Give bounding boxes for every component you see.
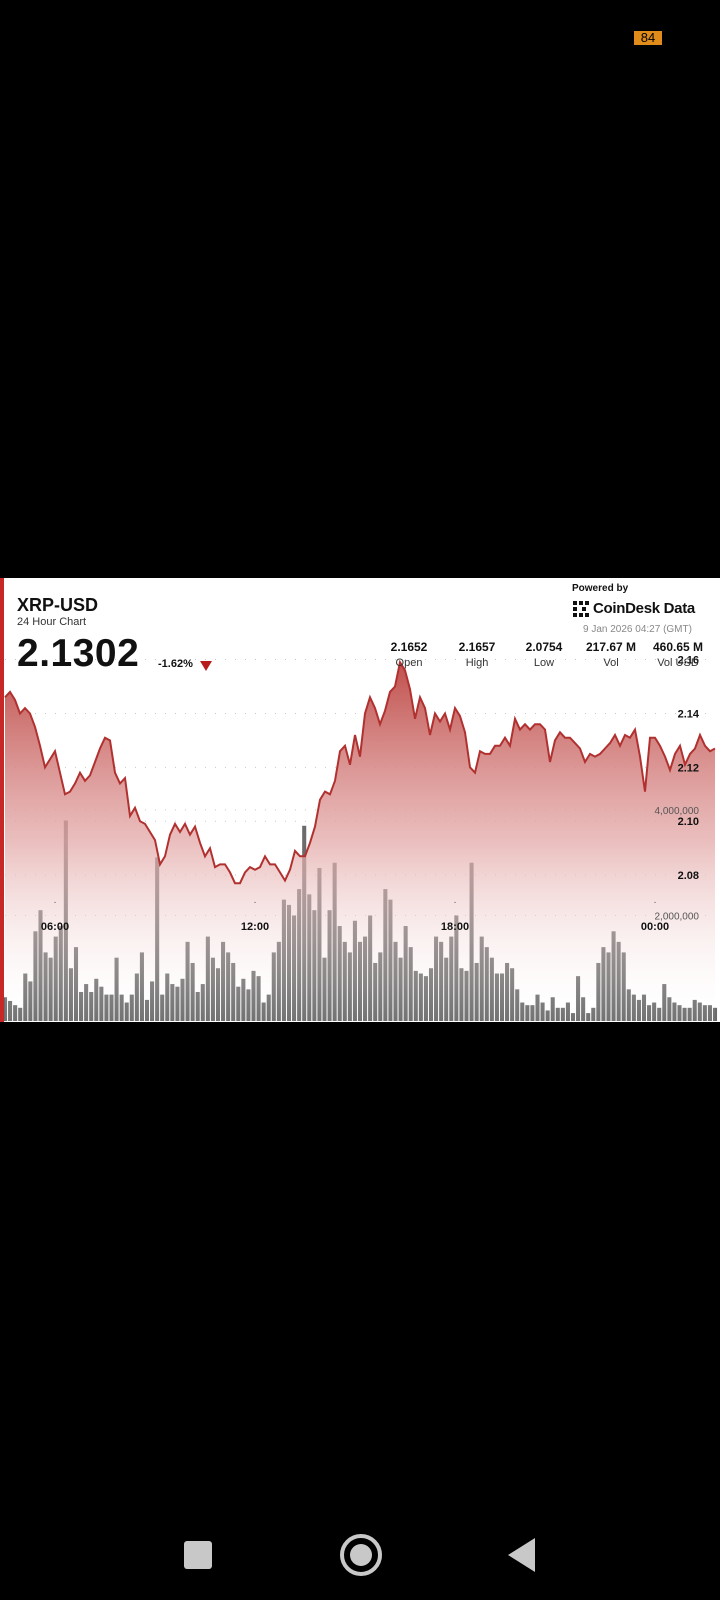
time-tick-label: 12:00 [241, 921, 269, 933]
stat-label: High [465, 657, 489, 669]
price-tick-label: 2.08 [678, 870, 699, 882]
brand-name: CoinDesk Data [593, 600, 695, 617]
time-tick-label: 00:00 [641, 921, 669, 933]
stat-label: Open [395, 657, 423, 669]
time-tick-mark: · [653, 897, 656, 908]
time-tick-label: 18:00 [441, 921, 469, 933]
price-tick-label: 2.14 [678, 708, 700, 720]
stat-label: Vol [603, 657, 619, 669]
down-arrow-icon [200, 661, 212, 671]
stat-value: 217.67 M [585, 640, 637, 654]
price-chart-card: 2.16 2.14 2.12 2.10 2.08 4,000,000 2,000,000 · 0… [0, 578, 720, 1022]
stat-high: 2.1657 High [445, 640, 509, 669]
time-tick-mark: · [253, 897, 256, 908]
pair-title: XRP-USD [17, 595, 99, 615]
accent-bar [0, 578, 4, 1022]
stat-open: 2.1652 Open [377, 640, 441, 669]
stat-low: 2.0754 Low [512, 640, 576, 669]
stat-value: 2.1657 [458, 640, 496, 654]
coindesk-logo-icon [573, 600, 589, 617]
price-change: -1.62% [158, 658, 193, 670]
price-tick-label: 2.12 [678, 762, 699, 774]
current-price: 2.1302 [17, 632, 140, 675]
price-line [4, 659, 716, 885]
chart-svg: 2.16 2.14 2.12 2.10 2.08 4,000,000 2,000,000 · 0… [2, 655, 718, 1021]
time-tick-mark: · [453, 897, 456, 908]
powered-by-label: Powered by [572, 583, 629, 594]
stat-value: 460.65 M [652, 640, 704, 654]
stat-label: Vol USD [657, 657, 699, 669]
nav-recents-button[interactable] [184, 1541, 212, 1569]
chart-subtitle: 24 Hour Chart [17, 616, 87, 628]
volume-tick-label: 2,000,000 [655, 911, 700, 922]
time-tick-label: 06:00 [41, 921, 69, 933]
stat-value: 2.0754 [525, 640, 563, 654]
volume-tick-label: 4,000,000 [655, 806, 700, 817]
price-area [5, 662, 715, 1021]
battery-badge: 84 [634, 31, 662, 45]
nav-home-button[interactable] [340, 1534, 382, 1576]
price-tick-label: 2.10 [678, 816, 699, 828]
price-tick-label: 2.16 [678, 655, 699, 667]
nav-back-button[interactable] [508, 1538, 535, 1572]
brand-logo: CoinDesk Data [573, 600, 695, 617]
stat-vol-usd: 460.65 M Vol USD [646, 640, 710, 669]
time-tick-mark: · [53, 897, 56, 908]
stat-label: Low [533, 657, 555, 669]
home-dot-icon [350, 1544, 372, 1566]
timestamp: 9 Jan 2026 04:27 (GMT) [583, 624, 692, 635]
stat-vol: 217.67 M Vol [579, 640, 643, 669]
stat-value: 2.1652 [390, 640, 428, 654]
